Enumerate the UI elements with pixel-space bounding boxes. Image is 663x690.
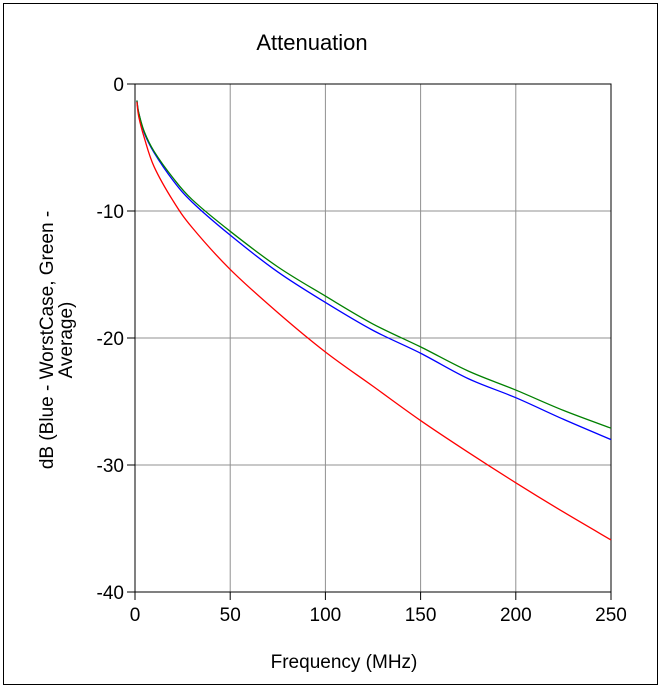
x-axis-label: Frequency (MHz) — [271, 652, 418, 673]
x-tick-label: 250 — [595, 605, 627, 626]
x-tick-label: 0 — [130, 605, 141, 626]
y-tick-label: -10 — [97, 202, 124, 223]
y-axis-label-line2: Average) — [56, 302, 77, 379]
x-tick-label: 50 — [220, 605, 241, 626]
chart-frame — [3, 3, 658, 685]
y-tick-label: -40 — [97, 583, 124, 604]
series-line — [136, 101, 612, 541]
series-lines — [136, 100, 612, 541]
chart-title: Attenuation — [256, 30, 367, 55]
axis-ticks — [127, 83, 612, 600]
x-tick-label: 100 — [310, 605, 342, 626]
series-line — [136, 100, 612, 441]
series-line — [136, 100, 612, 429]
y-tick-label: 0 — [113, 75, 124, 96]
tick-labels: 0 50 100 150 200 250 0 -10 -20 -30 -40 — [97, 75, 627, 626]
y-tick-label: -20 — [97, 329, 124, 350]
grid-lines — [135, 84, 611, 592]
x-tick-label: 150 — [405, 605, 437, 626]
x-tick-label: 200 — [500, 605, 532, 626]
y-axis-label-line1: dB (Blue - WorstCase, Green - — [37, 211, 58, 469]
y-tick-label: -30 — [97, 456, 124, 477]
